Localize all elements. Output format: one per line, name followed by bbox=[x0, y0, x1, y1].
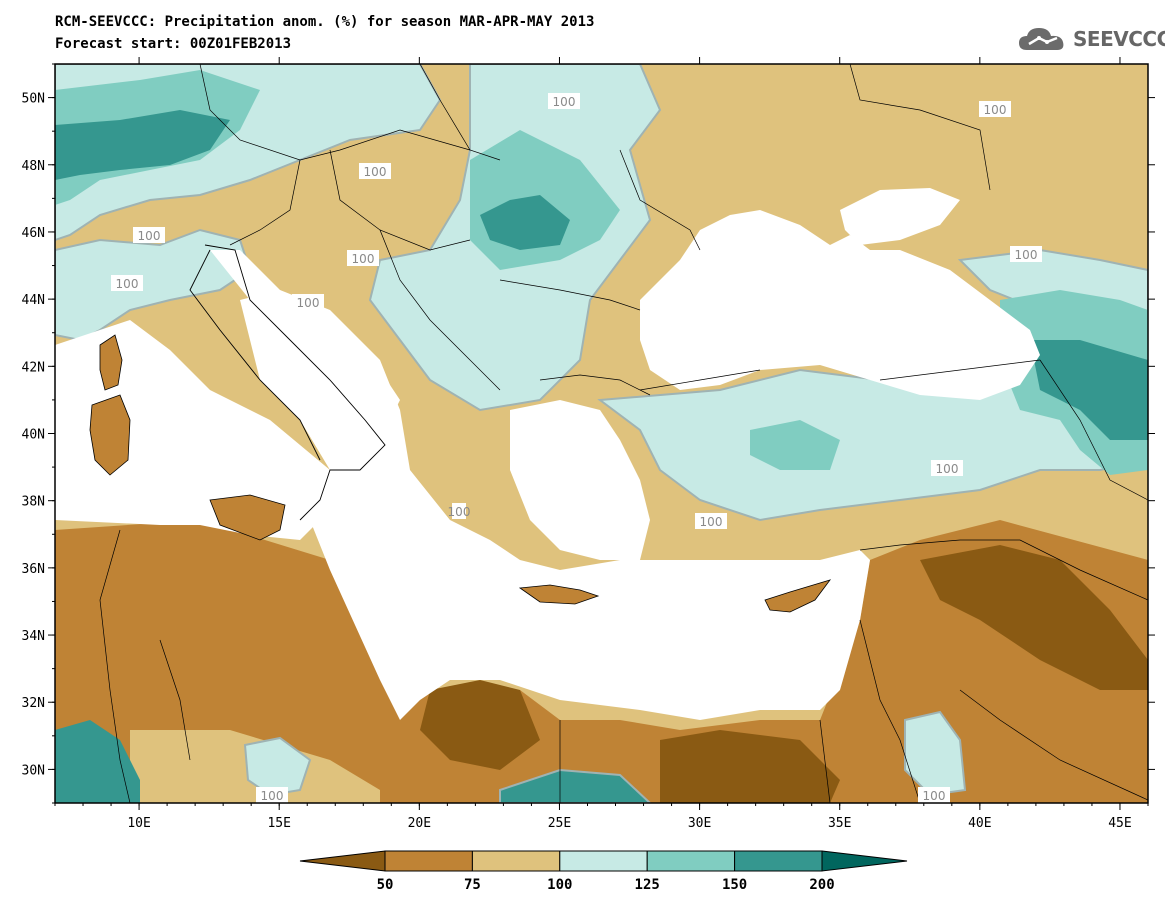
contour-label: 100 bbox=[918, 787, 950, 803]
logo-text: SEEVCCC bbox=[1073, 27, 1165, 51]
colorbar-level-label: 50 bbox=[377, 877, 394, 893]
dry-region-egypt-strong bbox=[660, 730, 840, 803]
country-borders bbox=[99, 64, 1148, 803]
svg-text:100: 100 bbox=[261, 789, 284, 803]
lat-tick-label: 34N bbox=[22, 629, 45, 644]
svg-text:100: 100 bbox=[116, 277, 139, 291]
sardinia-island bbox=[89, 394, 131, 476]
wet-region-jordan-light bbox=[904, 710, 967, 797]
lon-tick-label: 35E bbox=[828, 816, 851, 831]
mediterranean-sea bbox=[55, 320, 330, 540]
lat-tick-label: 30N bbox=[22, 763, 45, 778]
wet-region-central-anatolia-medium bbox=[750, 420, 840, 470]
contour-label: 100 bbox=[931, 460, 963, 476]
lon-tick-label: 30E bbox=[688, 816, 711, 831]
colorbar-swatch bbox=[559, 850, 648, 872]
colorbar-swatch bbox=[384, 850, 473, 872]
aegean-sea bbox=[510, 400, 650, 560]
lat-tick-label: 42N bbox=[22, 360, 45, 375]
lat-tick-label: 32N bbox=[22, 696, 45, 711]
contour-label: 100 bbox=[448, 503, 471, 519]
contour-label: 100 bbox=[133, 227, 165, 243]
crete-island bbox=[518, 584, 600, 605]
corsica-island bbox=[99, 334, 123, 391]
svg-text:100: 100 bbox=[352, 252, 375, 266]
svg-text:100: 100 bbox=[138, 229, 161, 243]
lat-tick-label: 36N bbox=[22, 562, 45, 577]
lon-tick-label: 10E bbox=[127, 816, 150, 831]
lon-tick-label: 40E bbox=[968, 816, 991, 831]
svg-text:100: 100 bbox=[923, 789, 946, 803]
sea-of-azov bbox=[840, 188, 960, 245]
sicily-island bbox=[209, 494, 286, 541]
colorbar-level-label: 200 bbox=[809, 877, 834, 893]
svg-text:100: 100 bbox=[364, 165, 387, 179]
svg-text:100: 100 bbox=[984, 103, 1007, 117]
contour-label: 100 bbox=[111, 275, 143, 291]
lat-tick-label: 44N bbox=[22, 293, 45, 308]
wet-region-egypt-strong bbox=[499, 768, 652, 803]
colorbar-max-arrow bbox=[821, 850, 908, 872]
latitude-axis: 50N 48N 46N 44N 42N 40N 38N 36N 34N 32N 30N bbox=[22, 63, 1155, 804]
dry-region-libya-strong bbox=[420, 680, 540, 770]
contour-label: 100 bbox=[1010, 246, 1042, 262]
adriatic-sea bbox=[210, 250, 400, 420]
wet-region-libya-light bbox=[243, 736, 312, 797]
contour-label: 100 bbox=[256, 787, 288, 803]
contour-label: 100 bbox=[292, 294, 324, 310]
svg-text:100: 100 bbox=[700, 515, 723, 529]
lat-tick-label: 48N bbox=[22, 159, 45, 174]
colorbar-min-arrow bbox=[299, 850, 386, 872]
contour-label: 100 bbox=[347, 250, 379, 266]
lon-tick-label: 15E bbox=[267, 816, 290, 831]
colorbar-level-label: 150 bbox=[722, 877, 747, 893]
colorbar-swatch bbox=[471, 850, 561, 872]
lat-tick-label: 46N bbox=[22, 226, 45, 241]
svg-text:100: 100 bbox=[448, 505, 471, 519]
seevccc-logo: SEEVCCC bbox=[1017, 24, 1165, 54]
black-sea bbox=[640, 210, 1040, 400]
lon-tick-label: 20E bbox=[408, 816, 431, 831]
contour-labels: 100 100 100 100 100 100 100 100 100 100 … bbox=[111, 93, 1042, 803]
colorbar-swatch bbox=[734, 850, 823, 872]
lon-tick-label: 25E bbox=[548, 816, 571, 831]
lat-tick-label: 38N bbox=[22, 495, 45, 510]
forecast-start-label: Forecast start: 00Z01FEB2013 bbox=[55, 36, 292, 52]
cloud-logo-icon bbox=[1019, 28, 1064, 50]
svg-text:100: 100 bbox=[553, 95, 576, 109]
lon-tick-label: 45E bbox=[1108, 816, 1131, 831]
colorbar: 50 75 100 125 150 200 bbox=[299, 850, 908, 893]
svg-text:100: 100 bbox=[297, 296, 320, 310]
cyprus-island bbox=[764, 579, 832, 613]
lat-tick-label: 50N bbox=[22, 92, 45, 107]
wet-region-carpathian-strong bbox=[480, 195, 570, 250]
anomaly-field: 100 100 100 100 100 100 100 100 100 100 … bbox=[55, 64, 1148, 803]
wet-region-northwest-strong bbox=[55, 110, 230, 180]
colorbar-level-label: 125 bbox=[635, 877, 660, 893]
contour-label: 100 bbox=[695, 513, 727, 529]
colorbar-level-label: 100 bbox=[547, 877, 572, 893]
lat-tick-label: 40N bbox=[22, 428, 45, 443]
dry-region-north-africa bbox=[55, 520, 1148, 803]
dry-region-middle-east-strong bbox=[920, 545, 1148, 690]
map-title: RCM-SEEVCCC: Precipitation anom. (%) for… bbox=[55, 14, 595, 30]
longitude-axis: 10E 15E 20E 25E 30E 35E 40E 45E bbox=[54, 57, 1149, 831]
colorbar-swatch bbox=[646, 850, 736, 872]
contour-label: 100 bbox=[359, 163, 391, 179]
contour-label: 100 bbox=[548, 93, 580, 109]
colorbar-level-label: 75 bbox=[464, 877, 481, 893]
italy-coast bbox=[189, 244, 386, 521]
contour-label: 100 bbox=[979, 101, 1011, 117]
svg-text:100: 100 bbox=[1015, 248, 1038, 262]
wet-region-tunisia-strong bbox=[55, 720, 140, 803]
svg-text:100: 100 bbox=[936, 462, 959, 476]
mediterranean-sea-central bbox=[240, 290, 870, 720]
wet-region-caucasus-strong bbox=[1030, 340, 1148, 440]
